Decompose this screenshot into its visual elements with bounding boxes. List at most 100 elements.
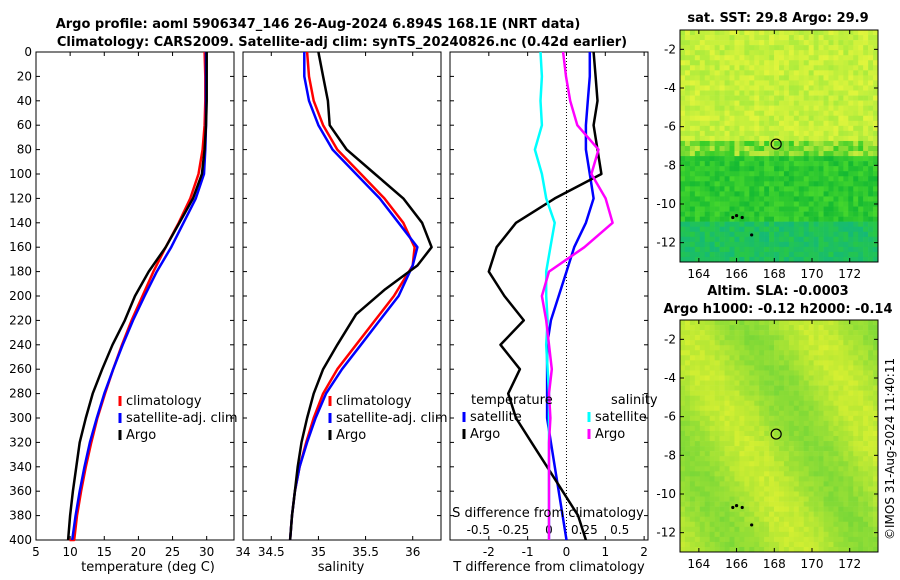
map-x-tick-label: 172 bbox=[838, 557, 861, 571]
legend-label: Argo bbox=[470, 427, 500, 442]
map-x-tick-label: 170 bbox=[801, 557, 824, 571]
island-marker bbox=[734, 214, 739, 218]
x-tick-label: -1 bbox=[522, 545, 534, 559]
island-marker bbox=[731, 215, 735, 220]
x-tick-label: 15 bbox=[97, 545, 112, 559]
island-marker bbox=[731, 505, 735, 510]
sla-map-title: Altim. SLA: -0.0003 bbox=[707, 284, 848, 299]
y-tick-label: 60 bbox=[17, 118, 32, 132]
legend-label: Argo bbox=[126, 428, 156, 443]
series-line-argo bbox=[288, 51, 433, 541]
island-marker bbox=[750, 523, 754, 527]
x-tick-label: 35 bbox=[311, 545, 326, 559]
argo-position-marker bbox=[770, 428, 782, 440]
x-tick-label: -2 bbox=[483, 545, 495, 559]
map-y-tick-label: -4 bbox=[664, 371, 676, 385]
salinity-panel: 34 34.5 35 35.5 36 salinity climatology satel… bbox=[235, 51, 448, 575]
map-x-tick-label: 166 bbox=[725, 557, 748, 571]
legend-label: satellite-adj. clim bbox=[336, 411, 448, 426]
map-x-tick-label: 164 bbox=[687, 267, 710, 281]
map-x-tick-label: 170 bbox=[801, 267, 824, 281]
y-tick-label: 260 bbox=[9, 362, 32, 376]
series-line-climatology bbox=[288, 51, 416, 541]
map-y-tick-label: -2 bbox=[664, 332, 676, 346]
map-y-tick-label: -4 bbox=[664, 81, 676, 95]
sst-map: -2 -4 -6 -8 -10 -12 164 166 168 170 172 bbox=[656, 29, 879, 281]
y-tick-label: 180 bbox=[9, 265, 32, 279]
top-x-tick-label: 0.5 bbox=[610, 523, 629, 537]
y-tick-label: 200 bbox=[9, 289, 32, 303]
map-x-tick-label: 164 bbox=[687, 557, 710, 571]
series-line-satellite-adj-clim bbox=[70, 52, 208, 541]
sst-map-frame bbox=[679, 29, 879, 263]
y-tick-label: 280 bbox=[9, 387, 32, 401]
imos-timestamp: ©IMOS 31-Aug-2024 11:40:11 bbox=[883, 358, 897, 540]
salinity-x-label: salinity bbox=[318, 560, 365, 575]
map-x-tick-label: 166 bbox=[725, 267, 748, 281]
temperature-x-label: temperature (deg C) bbox=[81, 560, 215, 575]
map-y-tick-label: -6 bbox=[664, 120, 676, 134]
x-tick-label: 36 bbox=[405, 545, 420, 559]
map-y-tick-label: -10 bbox=[656, 487, 676, 501]
x-tick-label: 30 bbox=[199, 545, 214, 559]
map-y-tick-label: -12 bbox=[656, 526, 676, 540]
x-tick-label: 10 bbox=[62, 545, 77, 559]
temperature-panel: 0 20 40 60 80 100 120 140 160 180 200 220 240 260 280 3… bbox=[9, 45, 238, 575]
top-x-tick-label: -0.5 bbox=[467, 523, 490, 537]
legend-title: temperature bbox=[471, 393, 553, 408]
map-y-tick-label: -10 bbox=[656, 197, 676, 211]
y-tick-label: 340 bbox=[9, 460, 32, 474]
figure-title-line2: Climatology: CARS2009. Satellite-adj cli… bbox=[57, 35, 627, 50]
sla-map-frame bbox=[679, 319, 879, 553]
legend-label: satellite-adj. clim bbox=[126, 411, 238, 426]
y-tick-label: 240 bbox=[9, 338, 32, 352]
y-tick-label: 0 bbox=[24, 45, 32, 59]
y-tick-label: 380 bbox=[9, 509, 32, 523]
map-y-tick-label: -8 bbox=[664, 448, 676, 462]
y-tick-label: 100 bbox=[9, 167, 32, 181]
y-tick-label: 120 bbox=[9, 191, 32, 205]
y-tick-label: 400 bbox=[9, 533, 32, 547]
legend-label: Argo bbox=[595, 427, 625, 442]
island-marker bbox=[734, 504, 739, 508]
x-tick-label: 0 bbox=[563, 545, 571, 559]
x-tick-label: 5 bbox=[32, 545, 40, 559]
x-tick-label: 34.5 bbox=[258, 545, 285, 559]
island-marker bbox=[750, 233, 754, 237]
series-line-t-satellite bbox=[545, 52, 595, 541]
salinity-axes-frame bbox=[242, 51, 442, 541]
series-line-t-argo bbox=[487, 51, 603, 541]
y-tick-label: 80 bbox=[17, 143, 32, 157]
x-tick-label: 25 bbox=[165, 545, 180, 559]
x-tick-label: 2 bbox=[640, 545, 648, 559]
x-tick-label: 34 bbox=[235, 545, 250, 559]
series-line-argo bbox=[66, 52, 208, 541]
series-line-satellite-adj-clim bbox=[288, 52, 419, 541]
island-marker bbox=[740, 215, 744, 220]
y-tick-label: 20 bbox=[17, 69, 32, 83]
map-y-tick-label: -6 bbox=[664, 410, 676, 424]
s-difference-label: S difference from climatology bbox=[452, 506, 644, 521]
difference-panel: -2 -1 0 1 2 -0.5 -0.25 0 0.25 0.5 S difference f… bbox=[449, 51, 658, 575]
top-x-tick-label: -0.25 bbox=[498, 523, 529, 537]
y-tick-label: 140 bbox=[9, 216, 32, 230]
map-x-tick-label: 168 bbox=[763, 557, 786, 571]
map-x-tick-label: 168 bbox=[763, 267, 786, 281]
y-tick-label: 220 bbox=[9, 313, 32, 327]
figure-title-line1: Argo profile: aoml 5906347_146 26-Aug-20… bbox=[56, 17, 581, 32]
y-tick-label: 160 bbox=[9, 240, 32, 254]
argo-position-marker bbox=[770, 138, 782, 150]
x-tick-label: 35.5 bbox=[352, 545, 379, 559]
sla-map-subtitle: Argo h1000: -0.12 h2000: -0.14 bbox=[663, 302, 892, 317]
map-y-tick-label: -8 bbox=[664, 158, 676, 172]
legend-label: satellite bbox=[595, 410, 647, 425]
sst-map-title: sat. SST: 29.8 Argo: 29.9 bbox=[687, 11, 868, 26]
x-tick-label: 20 bbox=[131, 545, 146, 559]
y-tick-label: 300 bbox=[9, 411, 32, 425]
series-line-climatology bbox=[69, 51, 207, 542]
legend-label: Argo bbox=[336, 428, 366, 443]
y-tick-label: 320 bbox=[9, 435, 32, 449]
map-y-tick-label: -12 bbox=[656, 236, 676, 250]
t-difference-label: T difference from climatology bbox=[452, 560, 645, 575]
